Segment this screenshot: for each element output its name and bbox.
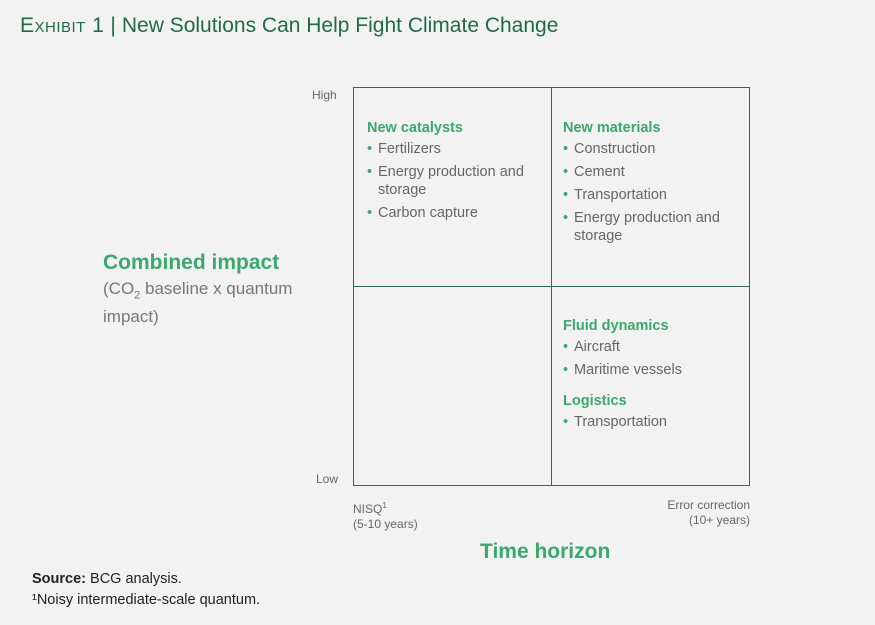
- quadrant-heading: Fluid dynamics: [563, 318, 669, 334]
- footnote-marker: 1: [382, 501, 387, 510]
- quadrant-top-left: New catalysts Fertilizers Energy product…: [367, 120, 547, 227]
- list-item: Cement: [563, 163, 743, 181]
- exhibit-title: Exhibit 1 | New Solutions Can Help Fight C…: [20, 14, 558, 38]
- quadrant-heading-secondary: Logistics: [563, 393, 627, 409]
- x-axis-left-line2: (5-10 years): [353, 517, 418, 531]
- exhibit-label: Exhibit 1: [20, 14, 105, 37]
- list-item: Energy production and storage: [563, 209, 743, 245]
- x-axis-left-label: NISQ1 (5-10 years): [353, 498, 418, 532]
- quadrant-list: Fertilizers Energy production and storag…: [367, 140, 547, 222]
- quadrant-list-secondary: Transportation: [563, 413, 743, 431]
- y-axis-subtitle-prefix: (CO: [103, 279, 135, 298]
- list-item: Fertilizers: [367, 140, 547, 158]
- list-item: Construction: [563, 140, 743, 158]
- source-text: BCG analysis.: [86, 571, 182, 587]
- x-axis-right-line2: (10+ years): [688, 513, 750, 527]
- list-item: Carbon capture: [367, 204, 547, 222]
- list-item: Transportation: [563, 186, 743, 204]
- exhibit-heading: New Solutions Can Help Fight Climate Cha…: [121, 14, 559, 37]
- list-item: Aircraft: [563, 338, 743, 356]
- quadrant-list: Aircraft Maritime vessels: [563, 338, 743, 379]
- x-axis-left-line1: NISQ: [353, 502, 383, 516]
- matrix-horizontal-divider: [354, 286, 749, 287]
- list-item: Transportation: [563, 413, 743, 431]
- list-item: Maritime vessels: [563, 361, 743, 379]
- quadrant-top-right: New materials Construction Cement Transp…: [563, 120, 743, 250]
- source-label: Source:: [32, 571, 86, 587]
- y-axis-subtitle: (CO2 baseline x quantum impact): [103, 278, 293, 328]
- quadrant-heading: New materials: [563, 120, 661, 136]
- y-axis-subtitle-subscript: 2: [134, 289, 141, 302]
- quadrant-heading: New catalysts: [367, 120, 463, 136]
- source-note: Source: BCG analysis.: [32, 571, 182, 587]
- y-axis-subtitle-rest: baseline x quantum impact): [103, 279, 293, 327]
- x-axis-right-label: Error correction (10+ years): [667, 498, 750, 528]
- footnote: ¹Noisy intermediate-scale quantum.: [32, 592, 261, 608]
- x-axis-title: Time horizon: [480, 540, 611, 563]
- quadrant-bottom-right: Fluid dynamics Aircraft Maritime vessels…: [563, 318, 743, 436]
- matrix-grid: [353, 87, 750, 486]
- y-axis-title: Combined impact: [103, 251, 280, 274]
- title-separator: |: [110, 14, 116, 37]
- x-axis-right-line1: Error correction: [667, 498, 750, 512]
- y-axis-high-label: High: [312, 88, 337, 102]
- list-item: Energy production and storage: [367, 163, 547, 199]
- y-axis-low-label: Low: [316, 472, 339, 486]
- quadrant-list: Construction Cement Transportation Energ…: [563, 140, 743, 245]
